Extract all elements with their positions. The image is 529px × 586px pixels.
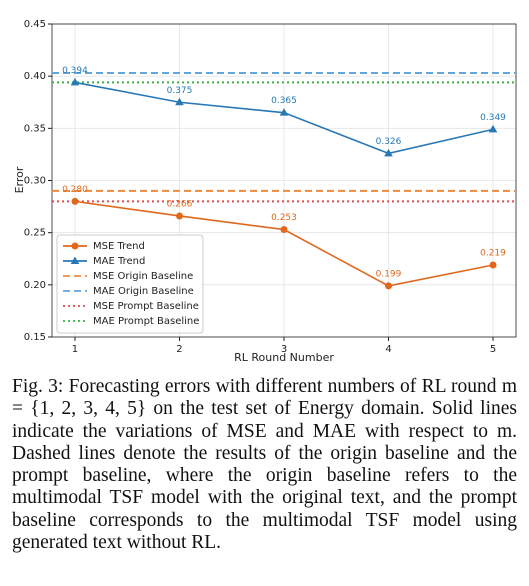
marker [279,108,289,116]
data-label: 0.375 [167,86,193,96]
marker [71,197,79,205]
legend-label: MAE Trend [93,256,145,267]
marker [280,226,288,234]
data-label: 0.349 [480,113,506,123]
data-label: 0.253 [271,213,297,223]
y-tick-label: 0.40 [24,71,46,82]
marker [175,212,183,220]
legend-label: MSE Origin Baseline [93,271,193,282]
y-tick-label: 0.30 [24,176,46,187]
legend-label: MAE Prompt Baseline [93,316,199,327]
legend-marker [71,242,79,250]
caption: Fig. 3: Forecasting errors with differen… [12,376,517,554]
x-tick-label: 1 [72,344,78,355]
y-tick-label: 0.20 [24,280,46,291]
data-label: 0.365 [271,96,297,106]
data-label: 0.326 [376,137,402,147]
y-tick-label: 0.45 [24,19,46,30]
data-label: 0.199 [376,269,402,279]
marker [70,77,80,86]
legend: MSE Trend MAE Trend MSE Origin Baseline MAE… [56,234,204,334]
marker [488,124,498,133]
legend-label: MAE Origin Baseline [93,286,194,297]
legend-marker [70,256,80,264]
legend-label: MSE Trend [93,241,145,252]
data-label: 0.394 [62,66,88,76]
data-label: 0.219 [480,249,506,259]
marker [385,282,393,290]
data-label: 0.266 [167,199,193,209]
x-axis-label: RL Round Number [234,351,334,364]
x-tick-label: 2 [176,344,182,355]
marker [175,97,184,106]
y-axis-label: Error [13,166,26,193]
marker [384,148,393,157]
x-tick-label: 4 [385,344,391,355]
y-tick-label: 0.25 [24,228,46,239]
marker [489,261,497,269]
x-tick-label: 5 [490,344,496,355]
legend-label: MSE Prompt Baseline [93,301,199,312]
x-tick-label: 3 [281,344,287,355]
y-tick-label: 0.15 [24,332,46,343]
data-label: 0.280 [62,185,88,195]
chart: Error RL Round Number 0.15 0.20 0.25 0.30 0.… [13,19,517,364]
y-tick-label: 0.35 [24,123,46,134]
legend-box [56,234,204,334]
plot-frame [51,23,517,338]
